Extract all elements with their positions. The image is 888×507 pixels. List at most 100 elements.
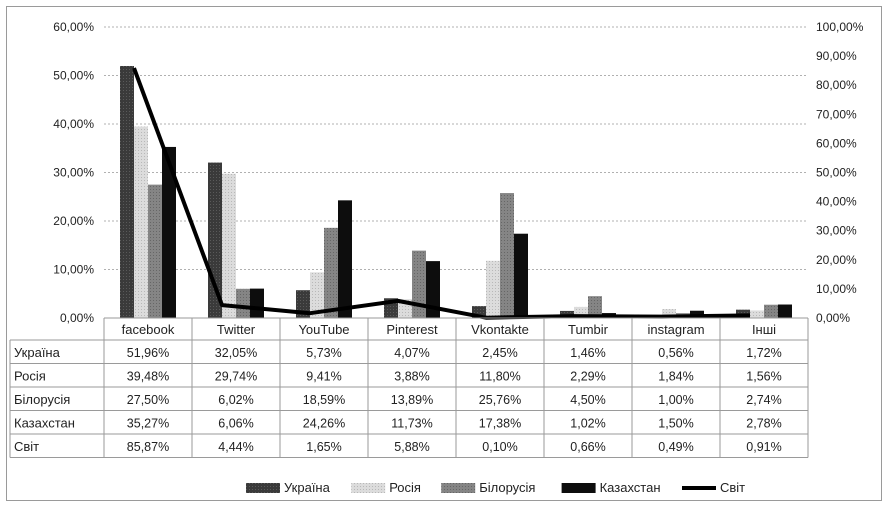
category-label: instagram bbox=[647, 322, 704, 337]
legend-swatch bbox=[246, 483, 280, 493]
data-label: 0,49% bbox=[658, 440, 693, 454]
category-label: Vkontakte bbox=[471, 322, 529, 337]
y2-tick-label: 70,00% bbox=[816, 107, 857, 121]
legend-label: Казахстан bbox=[600, 480, 661, 495]
data-label: 17,38% bbox=[479, 416, 521, 430]
y2-tick-label: 100,00% bbox=[816, 20, 864, 34]
data-label: 0,91% bbox=[746, 440, 781, 454]
data-label: 1,02% bbox=[570, 416, 605, 430]
bar bbox=[588, 296, 602, 318]
category-label: Twitter bbox=[217, 322, 256, 337]
row-label: Росія bbox=[14, 368, 46, 383]
data-label: 25,76% bbox=[479, 393, 521, 407]
bar bbox=[426, 261, 440, 318]
y2-tick-label: 50,00% bbox=[816, 166, 857, 180]
category-label: facebook bbox=[122, 322, 175, 337]
data-label: 1,00% bbox=[658, 393, 693, 407]
bar bbox=[134, 126, 148, 318]
bar bbox=[148, 184, 162, 318]
row-label: Казахстан bbox=[14, 415, 75, 430]
legend-label: Росія bbox=[389, 480, 421, 495]
data-label: 24,26% bbox=[303, 416, 345, 430]
bar bbox=[500, 193, 514, 318]
bar bbox=[486, 260, 500, 318]
data-label: 51,96% bbox=[127, 346, 169, 360]
category-label: Інші bbox=[752, 322, 776, 337]
series-line bbox=[132, 67, 751, 320]
data-label: 0,56% bbox=[658, 346, 693, 360]
data-label: 1,72% bbox=[746, 346, 781, 360]
bar bbox=[750, 310, 764, 318]
data-label: 4,07% bbox=[394, 346, 429, 360]
data-label: 32,05% bbox=[215, 346, 257, 360]
bar bbox=[250, 288, 264, 318]
data-label: 5,73% bbox=[306, 346, 341, 360]
y2-tick-label: 20,00% bbox=[816, 253, 857, 267]
data-label: 1,50% bbox=[658, 416, 693, 430]
bar bbox=[338, 200, 352, 318]
data-label: 3,88% bbox=[394, 369, 429, 383]
y2-tick-label: 30,00% bbox=[816, 224, 857, 238]
data-label: 13,89% bbox=[391, 393, 433, 407]
data-label: 39,48% bbox=[127, 369, 169, 383]
bar bbox=[574, 306, 588, 318]
bar bbox=[472, 306, 486, 318]
legend-label: Україна bbox=[284, 480, 331, 495]
y2-tick-label: 10,00% bbox=[816, 282, 857, 296]
bar bbox=[324, 227, 338, 318]
y-tick-label: 50,00% bbox=[53, 69, 94, 83]
y-tick-label: 0,00% bbox=[60, 311, 94, 325]
data-label: 0,10% bbox=[482, 440, 517, 454]
category-label: YouTube bbox=[298, 322, 349, 337]
data-label: 6,06% bbox=[218, 416, 253, 430]
bar bbox=[764, 304, 778, 318]
data-label: 4,44% bbox=[218, 440, 253, 454]
legend-swatch bbox=[441, 483, 476, 493]
y-tick-label: 20,00% bbox=[53, 214, 94, 228]
legend-swatch bbox=[561, 483, 596, 493]
y2-tick-label: 80,00% bbox=[816, 78, 857, 92]
y-tick-label: 60,00% bbox=[53, 20, 94, 34]
legend-label: Світ bbox=[720, 480, 745, 495]
legend-swatch bbox=[351, 483, 386, 493]
data-label: 85,87% bbox=[127, 440, 169, 454]
y-tick-label: 10,00% bbox=[53, 263, 94, 277]
y2-tick-label: 60,00% bbox=[816, 136, 857, 150]
bar bbox=[120, 65, 134, 318]
data-label: 35,27% bbox=[127, 416, 169, 430]
bar bbox=[412, 250, 426, 318]
y2-tick-label: 0,00% bbox=[816, 311, 850, 325]
bar bbox=[310, 272, 324, 318]
y-tick-label: 40,00% bbox=[53, 117, 94, 131]
row-label: Україна bbox=[14, 345, 61, 360]
bar bbox=[236, 288, 250, 318]
data-label: 2,74% bbox=[746, 393, 781, 407]
data-label: 11,73% bbox=[391, 416, 432, 430]
bar bbox=[778, 304, 792, 318]
row-label: Світ bbox=[14, 439, 39, 454]
data-label: 1,65% bbox=[306, 440, 341, 454]
data-label: 4,50% bbox=[570, 393, 605, 407]
data-label: 1,84% bbox=[658, 369, 693, 383]
data-label: 0,66% bbox=[570, 440, 605, 454]
data-label: 11,80% bbox=[479, 369, 520, 383]
category-label: Pinterest bbox=[386, 322, 438, 337]
data-label: 6,02% bbox=[218, 393, 253, 407]
data-label: 1,46% bbox=[570, 346, 605, 360]
category-label: Tumbir bbox=[568, 322, 609, 337]
data-label: 29,74% bbox=[215, 369, 257, 383]
data-label: 18,59% bbox=[303, 393, 345, 407]
legend-label: Білорусія bbox=[479, 480, 535, 495]
data-label: 1,56% bbox=[746, 369, 781, 383]
bar bbox=[662, 309, 676, 318]
bar bbox=[222, 173, 236, 318]
y2-tick-label: 40,00% bbox=[816, 195, 857, 209]
y2-tick-label: 90,00% bbox=[816, 49, 857, 63]
data-label: 5,88% bbox=[394, 440, 429, 454]
bar bbox=[162, 146, 176, 318]
data-label: 2,29% bbox=[570, 369, 605, 383]
data-label: 27,50% bbox=[127, 393, 169, 407]
bar bbox=[514, 233, 528, 318]
data-label: 2,45% bbox=[482, 346, 517, 360]
